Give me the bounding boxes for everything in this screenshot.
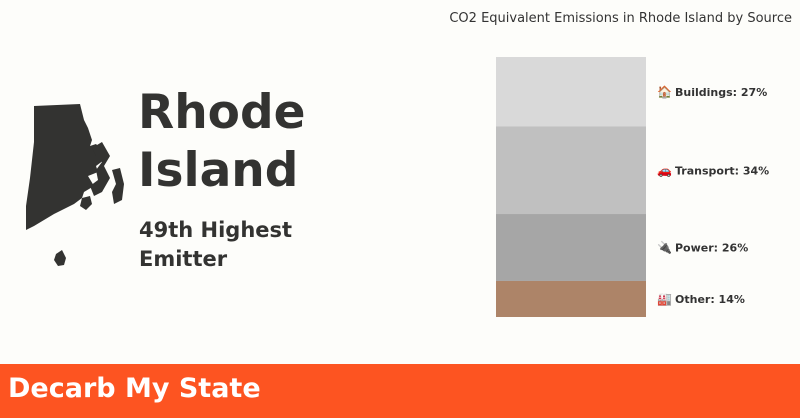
data-label-buildings: Buildings: 27%: [675, 86, 767, 99]
data-label-power: Power: 26%: [675, 241, 748, 254]
bar-segment-transport: [496, 126, 646, 215]
emitter-rank-line2: Emitter: [139, 247, 228, 271]
house-icon: 🏠: [657, 85, 672, 99]
footer-bar: Decarb My State: [0, 364, 800, 418]
factory-icon: 🏭: [657, 292, 672, 306]
emitter-rank: 49th Highest Emitter: [139, 216, 339, 274]
car-icon: 🚗: [657, 163, 672, 177]
data-label-transport: Transport: 34%: [675, 164, 769, 177]
footer-title: Decarb My State: [8, 373, 261, 404]
state-name: Rhode Island: [138, 84, 378, 200]
state-name-line2: Island: [138, 143, 299, 198]
plug-icon: 🔌: [657, 240, 672, 254]
bar-segment-power: [496, 214, 646, 281]
emitter-rank-line1: 49th Highest: [139, 218, 293, 242]
state-name-line1: Rhode: [138, 85, 306, 140]
emissions-stacked-bar-chart: 🏠 Buildings: 27% 🚗 Transport: 34% 🔌 Power: 26…: [496, 57, 769, 317]
rhode-island-map-icon: [26, 104, 124, 266]
data-label-other: Other: 14%: [675, 293, 745, 306]
chart-title: CO2 Equivalent Emissions in Rhode Island…: [449, 11, 792, 26]
bar-segment-buildings: [496, 57, 646, 127]
bar-segment-other: [496, 280, 646, 317]
